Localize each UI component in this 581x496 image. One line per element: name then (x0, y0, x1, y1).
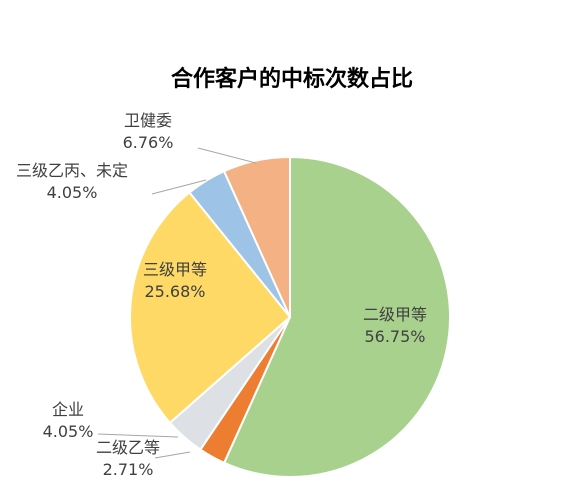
leader-line (151, 179, 207, 195)
slice-label: 三级甲等 (143, 260, 207, 279)
slice-value-label: 4.05% (43, 422, 94, 441)
leader-line (154, 451, 191, 459)
slice-value-label: 6.76% (123, 133, 174, 152)
slice-label: 二级甲等 (363, 305, 427, 324)
leader-line (97, 433, 179, 438)
slice-value-label: 2.71% (103, 460, 154, 479)
slice-label: 二级乙等 (96, 438, 160, 457)
slice-label: 卫健委 (124, 111, 172, 130)
leader-line (197, 147, 257, 164)
chart-title: 合作客户的中标次数占比 (171, 66, 413, 92)
slice-label: 三级乙丙、未定 (16, 161, 128, 180)
slice-value-label: 56.75% (364, 327, 425, 346)
slice-label: 企业 (52, 400, 84, 419)
slice-value-label: 25.68% (144, 282, 205, 301)
slice-labels: 二级甲等 56.75% 二级乙等 2.71% 企业 4.05% 三级甲等 25.68% 三级乙丙… (16, 111, 427, 479)
pie-slices (129, 155, 451, 478)
pie-slice (222, 155, 451, 478)
slice-value-label: 4.05% (47, 183, 98, 202)
pie-slice (222, 155, 291, 318)
leader-lines (97, 147, 257, 459)
pie-slice (129, 191, 292, 425)
